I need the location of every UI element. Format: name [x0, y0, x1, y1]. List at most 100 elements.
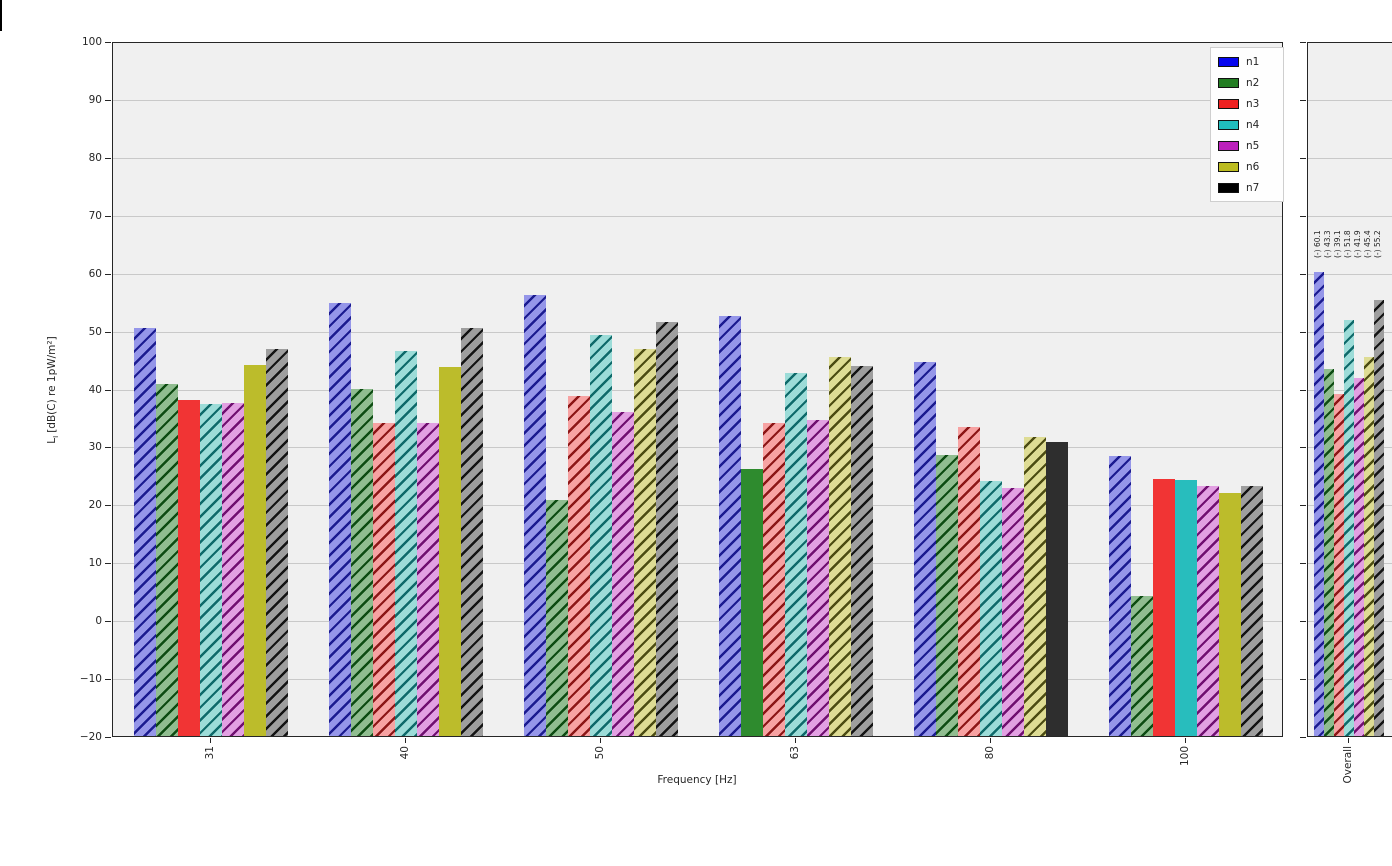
bar-n2-overall: [1324, 369, 1334, 736]
bar-n2-40hz: [350, 389, 373, 736]
bar-n4-overall: [1344, 320, 1354, 736]
y-tick--20: [105, 737, 111, 738]
legend-swatch-n7: [1218, 182, 1239, 193]
gridline-y30: [113, 447, 1282, 449]
legend-label-n7: n7: [1246, 181, 1260, 194]
y-tick-50: [105, 331, 111, 333]
gridline-y-10: [113, 679, 1282, 681]
bar-n7-100hz: [1241, 486, 1264, 736]
x-tick-label-100-text: 100: [1179, 746, 1192, 767]
y-axis-label-unit: [dB(C) re 1pW/m²]: [46, 336, 58, 433]
overall-y-tick-20: [1300, 505, 1306, 507]
x-tick-50: [599, 738, 601, 743]
bar-n5-100hz: [1197, 485, 1220, 736]
bar-n6-63hz: [829, 356, 852, 736]
overall-y-tick-10: [1300, 563, 1306, 565]
bar-n4-100hz: [1175, 480, 1198, 736]
overall-y-tick-60: [1300, 273, 1306, 275]
bar-n5-50hz: [611, 412, 634, 736]
gridline-y80: [1308, 157, 1392, 159]
gridline-y90: [1308, 99, 1392, 101]
y-tick-label-70: 70: [88, 209, 102, 222]
bar-n1-overall: [1314, 272, 1324, 736]
legend-entry-n2: n2: [1211, 72, 1283, 93]
bar-n6-31hz: [243, 364, 266, 736]
y-tick--10: [105, 679, 111, 681]
y-tick-60: [105, 273, 111, 275]
bar-n1-63hz: [719, 315, 742, 736]
bar-n4-63hz: [785, 373, 808, 736]
gridline-y40: [113, 389, 1282, 391]
bar-n1-50hz: [523, 295, 546, 736]
y-axis-label-subscript: I: [52, 435, 61, 438]
overall-y-tick-90: [1300, 99, 1306, 101]
x-tick-31: [209, 738, 211, 743]
y-tick-label-10: 10: [88, 557, 102, 570]
y-tick-label-100: 100: [81, 36, 102, 48]
bar-n5-31hz: [221, 402, 244, 736]
overall-annotation-n2-text: (-) 43.3: [1323, 230, 1332, 259]
legend-label-n6: n6: [1246, 160, 1260, 173]
y-tick-0: [105, 621, 111, 623]
legend-label-n3: n3: [1246, 97, 1260, 110]
y-tick-label-40: 40: [88, 383, 102, 396]
x-tick-label-80-text: 80: [984, 746, 997, 760]
x-tick-100: [1185, 738, 1187, 743]
y-tick-label-90: 90: [88, 93, 102, 106]
y-tick-label--10: −10: [79, 673, 102, 686]
bar-n7-50hz: [655, 321, 678, 736]
legend-swatch-n1: [1218, 56, 1239, 67]
bar-n3-31hz: [177, 399, 200, 736]
bar-n2-63hz: [741, 469, 764, 736]
legend-label-n2: n2: [1246, 76, 1260, 89]
bar-n3-overall: [1334, 393, 1344, 736]
legend-swatch-n6: [1218, 161, 1239, 172]
bar-n3-80hz: [958, 427, 981, 736]
legend-entry-n4: n4: [1211, 114, 1283, 135]
y-tick-label--20: −20: [79, 731, 102, 743]
y-tick-90: [105, 99, 111, 101]
gridline-y70: [113, 215, 1282, 217]
x-tick-label-50-text: 50: [593, 746, 606, 760]
y-tick-label-0: 0: [95, 615, 102, 628]
overall-y-tick-50: [1300, 331, 1306, 333]
overall-y-tick-0: [1300, 621, 1306, 623]
y-axis-label-letter: L: [46, 437, 58, 444]
y-tick-label-20: 20: [88, 499, 102, 512]
overall-y-tick-100: [1300, 42, 1306, 43]
bar-n6-80hz: [1024, 437, 1047, 736]
y-tick-label-50: 50: [88, 325, 102, 338]
x-tick-overall: [1348, 738, 1349, 743]
x-tick-80: [990, 738, 992, 743]
legend-swatch-n3: [1218, 98, 1239, 109]
bar-n5-63hz: [807, 419, 830, 736]
overall-annotation-n5-text: (-) 41.9: [1353, 230, 1362, 259]
bar-n1-31hz: [133, 327, 156, 736]
y-tick-10: [105, 563, 111, 565]
overall-annotation-n6-text: (-) 45.4: [1363, 230, 1372, 259]
bar-n1-40hz: [328, 302, 351, 736]
overall-y-tick-80: [1300, 157, 1306, 159]
gridline-y60: [113, 273, 1282, 275]
bar-n6-50hz: [633, 349, 656, 736]
legend-label-n5: n5: [1246, 139, 1260, 152]
gridline-y10: [113, 563, 1282, 565]
overall-annotation-n3-text: (-) 39.1: [1333, 230, 1342, 259]
bar-n2-31hz: [155, 384, 178, 736]
gridline-y50: [113, 331, 1282, 333]
bar-n6-100hz: [1219, 492, 1242, 736]
x-tick-label-31-text: 31: [203, 746, 216, 760]
main-axes: [112, 42, 1283, 737]
x-tick-63: [795, 738, 797, 743]
y-tick-label-80: 80: [88, 151, 102, 164]
legend-entry-n5: n5: [1211, 135, 1283, 156]
legend-entry-n6: n6: [1211, 156, 1283, 177]
y-tick-70: [105, 215, 111, 217]
bar-n2-100hz: [1131, 595, 1154, 736]
bar-n7-63hz: [851, 365, 874, 736]
y-tick-100: [105, 42, 111, 43]
bar-n1-80hz: [914, 361, 937, 736]
bar-n3-100hz: [1153, 479, 1176, 736]
bar-n7-overall: [1374, 300, 1384, 736]
